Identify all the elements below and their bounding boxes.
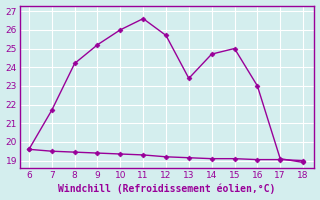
X-axis label: Windchill (Refroidissement éolien,°C): Windchill (Refroidissement éolien,°C) [59,184,276,194]
